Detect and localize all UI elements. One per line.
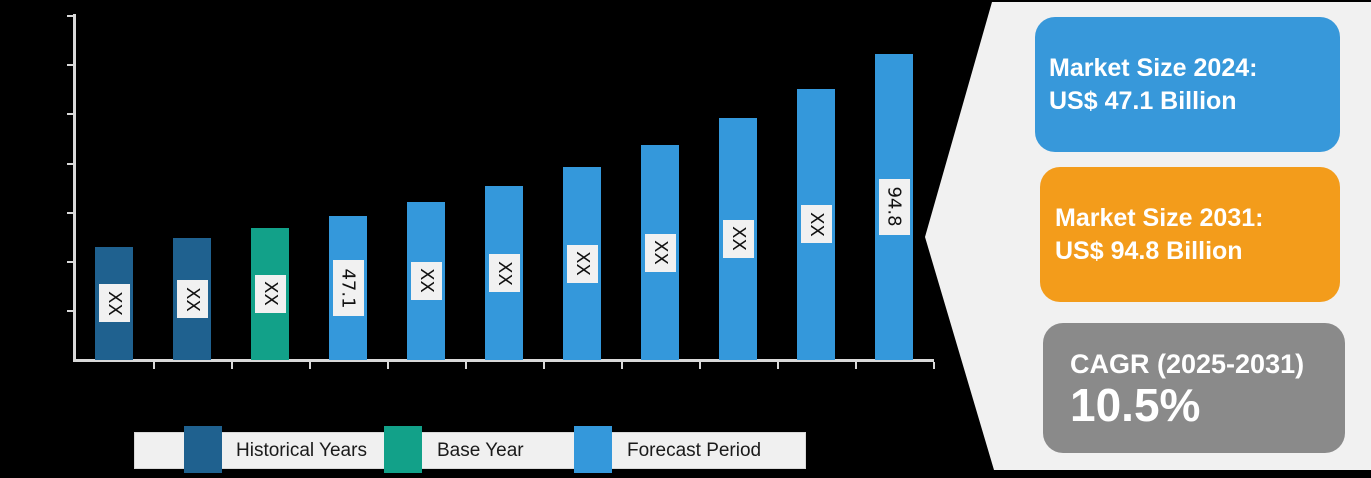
legend-swatch-base-year xyxy=(384,426,422,473)
bar-value-text: 94.8 xyxy=(883,186,905,228)
x-axis-tick xyxy=(699,362,701,369)
legend xyxy=(134,432,806,469)
callout-2024-line1: Market Size 2024: xyxy=(1049,53,1258,82)
bar-value-label: XX xyxy=(722,219,754,258)
legend-label-base-year: Base Year xyxy=(437,440,524,461)
x-axis-tick xyxy=(543,362,545,369)
callout-cagr-value: 10.5% xyxy=(1070,379,1201,431)
bar-value-text: XX xyxy=(415,268,437,294)
bar-value-text: XX xyxy=(805,212,827,237)
bar-value-label: 94.8 xyxy=(878,178,910,235)
callout-market-size-2024: Market Size 2024: US$ 47.1 Billion xyxy=(1035,17,1340,152)
y-axis-tick xyxy=(67,310,74,313)
legend-label-historical: Historical Years xyxy=(236,440,367,461)
callout-cagr: CAGR (2025-2031) 10.5% xyxy=(1043,323,1345,453)
x-axis-tick xyxy=(153,362,155,369)
x-axis-tick xyxy=(309,362,311,369)
bar-value-text: XX xyxy=(649,240,671,265)
x-axis xyxy=(73,359,934,362)
bar-value-label: XX xyxy=(644,233,676,272)
bar-value-label: 47.1 xyxy=(332,260,364,316)
bar-value-text: XX xyxy=(181,286,203,312)
x-axis-tick xyxy=(387,362,389,369)
x-axis-tick xyxy=(231,362,233,369)
bar-value-label: XX xyxy=(98,284,130,323)
callout-2024-line2: US$ 47.1 Billion xyxy=(1049,86,1237,115)
bar-value-label: XX xyxy=(488,254,520,293)
x-axis-tick xyxy=(777,362,779,369)
bar-value-text: XX xyxy=(493,260,515,286)
callout-2031-line1: Market Size 2031: xyxy=(1055,203,1264,232)
y-axis-tick xyxy=(67,64,74,67)
y-axis-tick xyxy=(67,15,74,17)
bar-value-label: XX xyxy=(800,205,832,244)
bar-value-text: XX xyxy=(103,291,125,316)
bar-value-text: XX xyxy=(727,226,749,252)
legend-swatch-forecast xyxy=(574,426,612,473)
callout-2031-line2: US$ 94.8 Billion xyxy=(1055,236,1243,265)
bar-value-label: XX xyxy=(254,274,286,313)
bar-value-text: 47.1 xyxy=(337,267,359,309)
y-axis-tick xyxy=(67,113,74,116)
legend-label-forecast: Forecast Period xyxy=(627,440,762,461)
y-axis-tick xyxy=(67,211,74,214)
x-axis-tick xyxy=(855,362,857,369)
bar-value-label: XX xyxy=(410,261,442,300)
legend-swatch-historical xyxy=(184,426,222,473)
y-axis-tick xyxy=(67,162,74,165)
x-axis-tick xyxy=(621,362,623,369)
bar-value-label: XX xyxy=(176,280,208,318)
x-axis-tick xyxy=(933,362,935,369)
bar-value-text: XX xyxy=(259,281,281,307)
callout-market-size-2031: Market Size 2031: US$ 94.8 Billion xyxy=(1040,167,1340,302)
y-axis xyxy=(73,14,76,362)
callout-cagr-line1: CAGR (2025-2031) xyxy=(1070,349,1305,379)
x-axis-tick xyxy=(465,362,467,369)
bar-value-label: XX xyxy=(566,244,598,283)
bar-value-text: XX xyxy=(571,251,593,276)
y-axis-tick xyxy=(67,260,74,263)
